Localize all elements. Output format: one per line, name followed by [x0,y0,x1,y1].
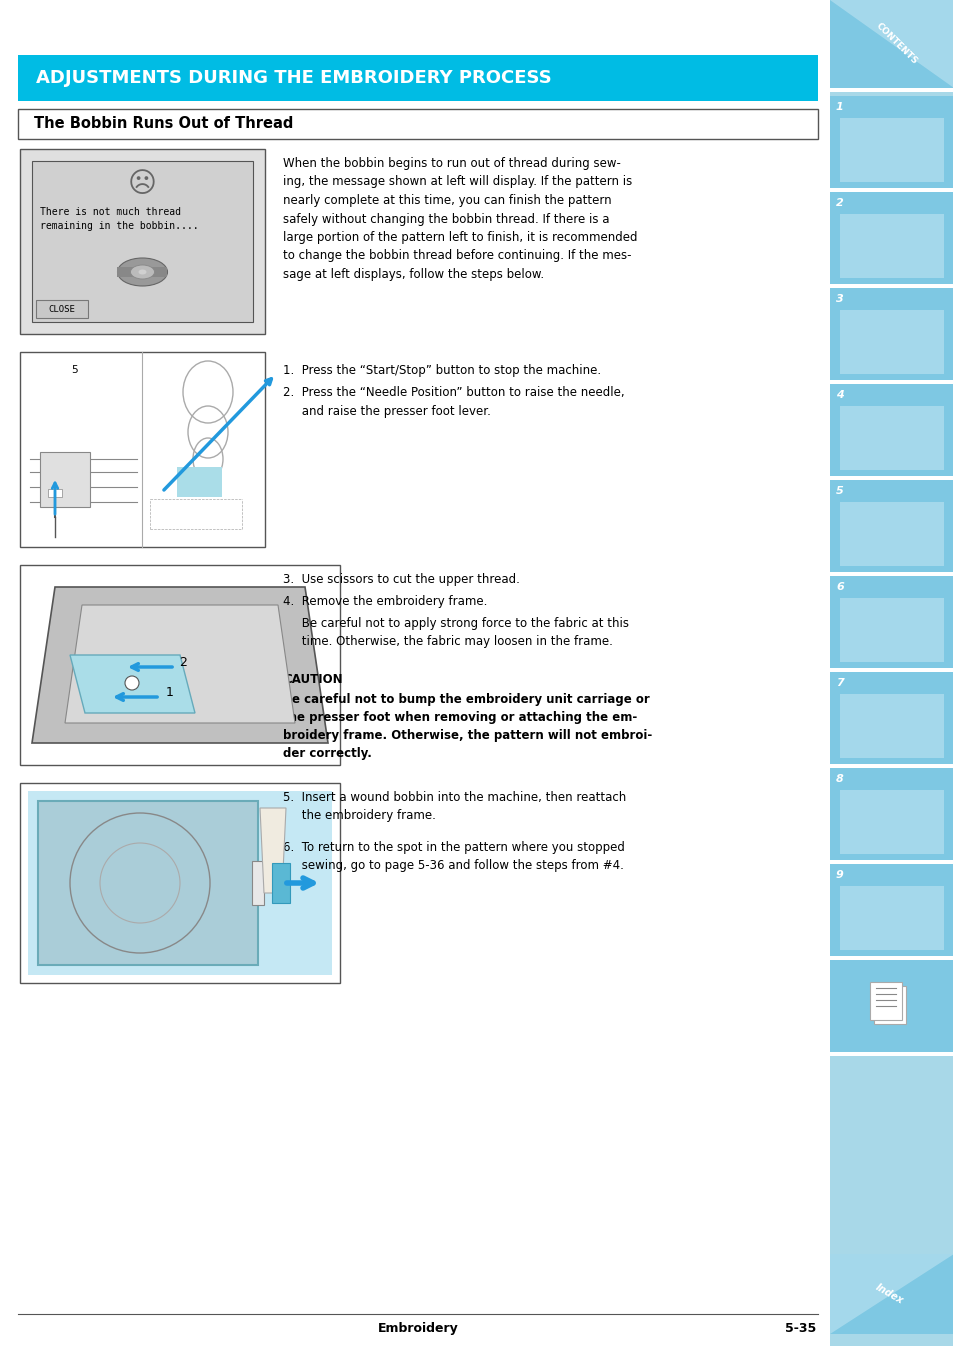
Text: 3: 3 [835,293,842,304]
Bar [18,109,817,139]
Bar [829,572,953,576]
Text: 9: 9 [835,870,842,880]
Polygon shape [70,656,194,713]
Bar [829,668,953,672]
Text: 4: 4 [835,390,842,400]
Bar [840,118,943,182]
Text: Embroidery: Embroidery [377,1322,457,1335]
Text: There is not much thread
remaining in the bobbin....: There is not much thread remaining in th… [40,207,198,232]
Bar [829,192,953,284]
Bar [840,886,943,950]
Ellipse shape [117,258,168,285]
Bar [829,96,953,188]
Text: 8: 8 [835,774,842,783]
Bar [829,87,953,92]
Bar [829,956,953,960]
Text: CLOSE: CLOSE [49,304,75,314]
Text: The Bobbin Runs Out of Thread: The Bobbin Runs Out of Thread [34,117,294,132]
Text: 6.  To return to the spot in the pattern where you stopped
     sewing, go to pa: 6. To return to the spot in the pattern … [283,841,624,872]
Bar [840,310,943,374]
Polygon shape [260,808,286,892]
Bar [48,489,62,497]
Text: 5.  Insert a wound bobbin into the machine, then reattach
     the embroidery fr: 5. Insert a wound bobbin into the machin… [283,791,625,822]
Text: 2: 2 [835,198,842,209]
Bar [829,1053,953,1057]
Bar [840,790,943,853]
Bar [840,598,943,662]
Bar [20,783,339,983]
Text: 2: 2 [179,657,187,669]
Bar [873,987,905,1024]
Bar [829,384,953,476]
Text: 4.  Remove the embroidery frame.: 4. Remove the embroidery frame. [283,595,487,608]
Polygon shape [65,604,294,723]
Bar [28,791,332,975]
Bar [252,861,264,905]
Bar [829,769,953,860]
Text: CAUTION: CAUTION [283,673,342,686]
Bar [829,864,953,956]
Bar [20,353,265,546]
Bar [869,983,901,1020]
Bar [40,452,90,507]
Bar [840,406,943,470]
Polygon shape [32,587,328,743]
Text: ☹: ☹ [128,170,157,198]
Ellipse shape [131,265,154,279]
Bar [829,481,953,572]
Text: 5: 5 [71,365,78,376]
Bar [829,672,953,765]
Text: 1: 1 [166,686,173,700]
Bar [829,380,953,384]
Bar [829,960,953,1053]
Bar [18,55,817,101]
Bar [829,765,953,769]
Bar [840,214,943,279]
Circle shape [125,676,139,690]
Polygon shape [829,1254,953,1334]
Bar [32,162,253,322]
Bar [829,576,953,668]
Polygon shape [829,0,953,87]
Text: 6: 6 [835,581,842,592]
Bar [829,188,953,192]
Bar [36,300,88,318]
Bar [829,288,953,380]
Bar [840,695,943,758]
Bar [829,0,953,1346]
Text: 3.  Use scissors to cut the upper thread.: 3. Use scissors to cut the upper thread. [283,573,519,586]
Text: CONTENTS: CONTENTS [874,22,919,66]
Text: 5-35: 5-35 [784,1322,815,1335]
Bar [840,502,943,567]
Bar [829,0,953,87]
Text: 2.  Press the “Needle Position” button to raise the needle,
     and raise the p: 2. Press the “Needle Position” button to… [283,386,624,417]
Text: 7: 7 [835,678,842,688]
Bar [177,467,222,497]
Text: Be careful not to bump the embroidery unit carriage or
the presser foot when rem: Be careful not to bump the embroidery un… [283,693,652,760]
Text: When the bobbin begins to run out of thread during sew-
ing, the message shown a: When the bobbin begins to run out of thr… [283,157,637,281]
Bar [829,476,953,481]
Text: Be careful not to apply strong force to the fabric at this
     time. Otherwise,: Be careful not to apply strong force to … [283,616,628,647]
Bar [117,267,168,277]
Bar [20,565,339,765]
Text: 5: 5 [835,486,842,495]
Text: Index: Index [873,1281,904,1306]
Text: 1: 1 [835,102,842,112]
Ellipse shape [138,269,147,275]
Bar [829,860,953,864]
Bar [829,284,953,288]
Bar [272,863,290,903]
Bar [20,149,265,334]
Text: ADJUSTMENTS DURING THE EMBROIDERY PROCESS: ADJUSTMENTS DURING THE EMBROIDERY PROCES… [36,69,551,87]
Bar [829,1254,953,1334]
Text: 1.  Press the “Start/Stop” button to stop the machine.: 1. Press the “Start/Stop” button to stop… [283,363,600,377]
Bar [38,801,257,965]
